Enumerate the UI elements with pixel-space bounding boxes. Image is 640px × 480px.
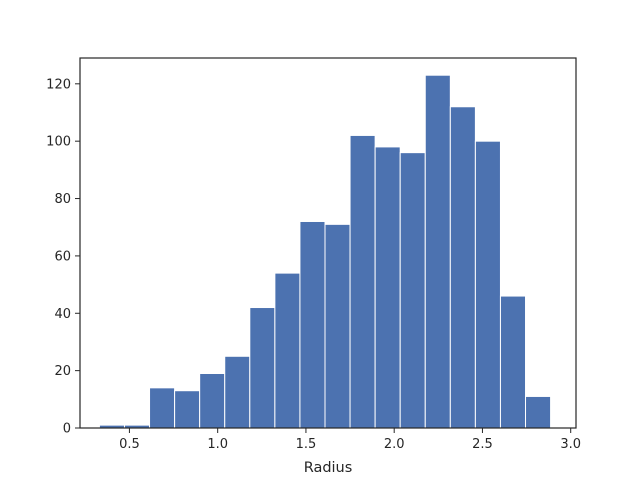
histogram-bar-8: [299, 220, 326, 429]
histogram-bars: [98, 74, 552, 429]
histogram-bar-2: [149, 387, 176, 429]
y-axis-ticks: 0 20 40 60 80 100 120: [46, 77, 80, 437]
x-tick-label: 2.0: [384, 437, 405, 452]
y-tick-label: 40: [54, 307, 71, 322]
histogram-bar-12: [399, 152, 426, 429]
histogram-bar-10: [349, 134, 376, 429]
histogram-bar-16: [499, 295, 527, 429]
x-axis-ticks: 0.5 1.0 1.5 2.0 2.5 3.0: [119, 428, 581, 452]
x-tick-label: 1.0: [207, 437, 228, 452]
histogram-bar-15: [474, 140, 501, 429]
x-tick-label: 3.0: [560, 437, 581, 452]
plot-frame: [79, 57, 577, 429]
y-tick-label: 80: [54, 192, 71, 207]
histogram-bar-3: [174, 390, 201, 429]
x-axis-label: Radius: [304, 460, 353, 476]
x-tick-label: 1.5: [296, 437, 317, 452]
x-tick-label: 2.5: [472, 437, 493, 452]
histogram-bar-9: [324, 223, 351, 429]
y-tick-label: 60: [54, 249, 71, 264]
y-tick-label: 20: [54, 364, 71, 379]
histogram-bar-13: [424, 74, 451, 429]
x-tick-label: 0.5: [119, 437, 140, 452]
histogram-bar-4: [199, 373, 226, 429]
histogram-bar-11: [374, 146, 401, 429]
histogram-bar-5: [224, 355, 251, 429]
y-tick-label: 0: [63, 422, 71, 437]
histogram-bar-17: [525, 395, 552, 429]
histogram-bar-14: [449, 106, 476, 429]
y-tick-label: 100: [46, 135, 71, 150]
histogram-bar-6: [249, 307, 276, 429]
histogram-bar-7: [274, 272, 301, 429]
y-tick-label: 120: [46, 77, 71, 92]
